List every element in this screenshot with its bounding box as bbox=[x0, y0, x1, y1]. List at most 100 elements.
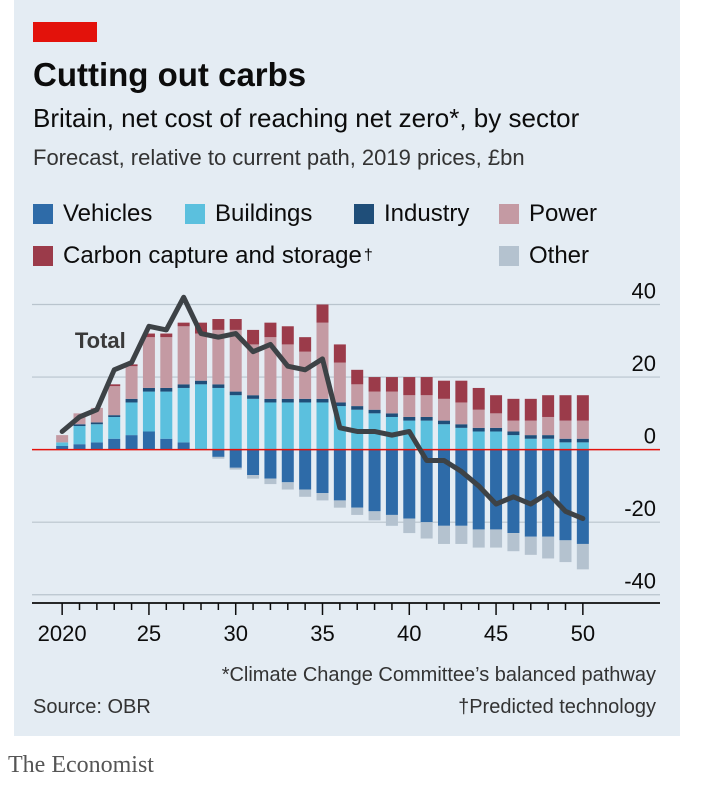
bar-segment-ccs bbox=[385, 377, 398, 392]
bar-segment-power bbox=[351, 384, 364, 407]
bar-segment-industry bbox=[403, 416, 416, 421]
bar-segment-ccs bbox=[264, 322, 277, 338]
bar-segment-vehicles bbox=[316, 449, 329, 494]
bar-segment-other bbox=[507, 533, 520, 552]
bar-segment-ccs bbox=[507, 398, 520, 421]
bar-segment-power bbox=[559, 420, 572, 439]
bar-segment-power bbox=[160, 337, 173, 388]
bar-segment-ccs bbox=[333, 344, 346, 363]
bar-segment-vehicles bbox=[403, 449, 416, 519]
bar-segment-buildings bbox=[490, 431, 503, 450]
bar-segment-buildings bbox=[125, 402, 138, 436]
bar-segment-ccs bbox=[403, 377, 416, 396]
bar-segment-other bbox=[490, 529, 503, 548]
bar-segment-other bbox=[264, 478, 277, 485]
bar-segment-buildings bbox=[281, 402, 294, 450]
bar-segment-buildings bbox=[507, 435, 520, 450]
bar-segment-ccs bbox=[108, 384, 121, 387]
legend-swatch-power bbox=[499, 204, 519, 224]
bar-segment-buildings bbox=[559, 442, 572, 450]
bar-segment-vehicles bbox=[125, 435, 138, 450]
bar-segment-other bbox=[542, 536, 555, 559]
stacked-bar-chart: 40 20 0 -20 -40 Total 2020 25 30 35 40 45 50 bbox=[32, 280, 660, 646]
bar-segment-industry bbox=[281, 398, 294, 403]
legend-item-power: Power bbox=[499, 200, 597, 228]
x-tick-label: 35 bbox=[310, 621, 334, 646]
y-tick-label: -40 bbox=[624, 569, 656, 594]
bar-segment-industry bbox=[195, 380, 208, 385]
bar-segment-other bbox=[229, 467, 242, 470]
total-line-label: Total bbox=[75, 328, 126, 353]
bar-segment-industry bbox=[576, 438, 589, 443]
x-tick-label: 30 bbox=[223, 621, 247, 646]
bar-segment-industry bbox=[524, 435, 537, 439]
bar-segment-other bbox=[455, 525, 468, 544]
bar-segment-industry bbox=[455, 424, 468, 428]
legend-item-ccs: Carbon capture and storage † bbox=[33, 242, 373, 270]
legend-item-buildings: Buildings bbox=[185, 200, 312, 228]
bar-segment-industry bbox=[542, 435, 555, 439]
bar-segment-industry bbox=[472, 427, 485, 432]
bar-segment-industry bbox=[351, 406, 364, 410]
bar-segment-power bbox=[125, 366, 138, 399]
legend-label-vehicles: Vehicles bbox=[63, 200, 153, 227]
bar-segment-power bbox=[455, 402, 468, 425]
bar-segment-vehicles bbox=[108, 438, 121, 450]
bar-segment-industry bbox=[177, 384, 190, 388]
bar-segment-power bbox=[576, 420, 589, 439]
bar-segment-buildings bbox=[212, 387, 225, 450]
bar-segment-vehicles bbox=[437, 449, 450, 526]
bar-segment-power bbox=[542, 416, 555, 436]
bar-segment-buildings bbox=[299, 402, 312, 450]
bar-segment-buildings bbox=[576, 442, 589, 450]
bar-segment-ccs bbox=[542, 395, 555, 417]
bar-segment-industry bbox=[229, 391, 242, 396]
bar-segment-power bbox=[195, 333, 208, 381]
source-note: Source: OBR bbox=[33, 696, 151, 718]
bar-segment-industry bbox=[247, 395, 260, 399]
bar-segment-power bbox=[403, 395, 416, 417]
bar-segment-vehicles bbox=[56, 446, 69, 450]
bar-segment-buildings bbox=[542, 438, 555, 450]
bar-segment-ccs bbox=[420, 377, 433, 396]
bar-segment-power bbox=[420, 395, 433, 417]
bar-segment-other bbox=[524, 536, 537, 555]
bar-segment-vehicles bbox=[299, 449, 312, 490]
bar-segment-industry bbox=[437, 420, 450, 425]
bar-segment-buildings bbox=[524, 438, 537, 450]
bar-segment-power bbox=[247, 344, 260, 396]
bar-segment-ccs bbox=[524, 398, 537, 421]
legend-label-power: Power bbox=[529, 200, 598, 227]
bar-segment-power bbox=[507, 420, 520, 432]
bar-segment-ccs bbox=[247, 329, 260, 345]
bar-segment-ccs bbox=[281, 326, 294, 345]
bar-segment-power bbox=[385, 391, 398, 414]
bar-segment-industry bbox=[490, 427, 503, 432]
bar-segment-buildings bbox=[420, 420, 433, 450]
bar-segment-power bbox=[177, 326, 190, 385]
bar-segment-other bbox=[472, 529, 485, 548]
bar-segment-power bbox=[142, 337, 155, 388]
bar-segment-industry bbox=[368, 409, 381, 414]
bar-segment-other bbox=[403, 518, 416, 534]
publisher-logo: The Economist bbox=[8, 752, 154, 778]
bar-segment-power bbox=[437, 398, 450, 421]
bar-segment-buildings bbox=[472, 431, 485, 450]
bar-segment-vehicles bbox=[368, 449, 381, 512]
bar-segment-ccs bbox=[160, 333, 173, 338]
bar-segment-ccs bbox=[559, 395, 572, 421]
chart-title: Cutting out carbs bbox=[33, 56, 307, 93]
bar-segment-buildings bbox=[177, 387, 190, 443]
bar-segment-power bbox=[264, 337, 277, 399]
bar-segment-industry bbox=[385, 413, 398, 417]
bar-segment-buildings bbox=[195, 384, 208, 450]
bar-segment-ccs bbox=[212, 319, 225, 330]
legend-swatch-industry bbox=[354, 204, 374, 224]
bar-segment-power bbox=[229, 329, 242, 392]
legend-item-vehicles: Vehicles bbox=[33, 200, 152, 228]
bar-segment-industry bbox=[559, 438, 572, 443]
bar-segment-vehicles bbox=[160, 438, 173, 450]
legend-swatch-other bbox=[499, 246, 519, 266]
bar-segment-other bbox=[299, 489, 312, 497]
bar-segment-power bbox=[281, 344, 294, 399]
